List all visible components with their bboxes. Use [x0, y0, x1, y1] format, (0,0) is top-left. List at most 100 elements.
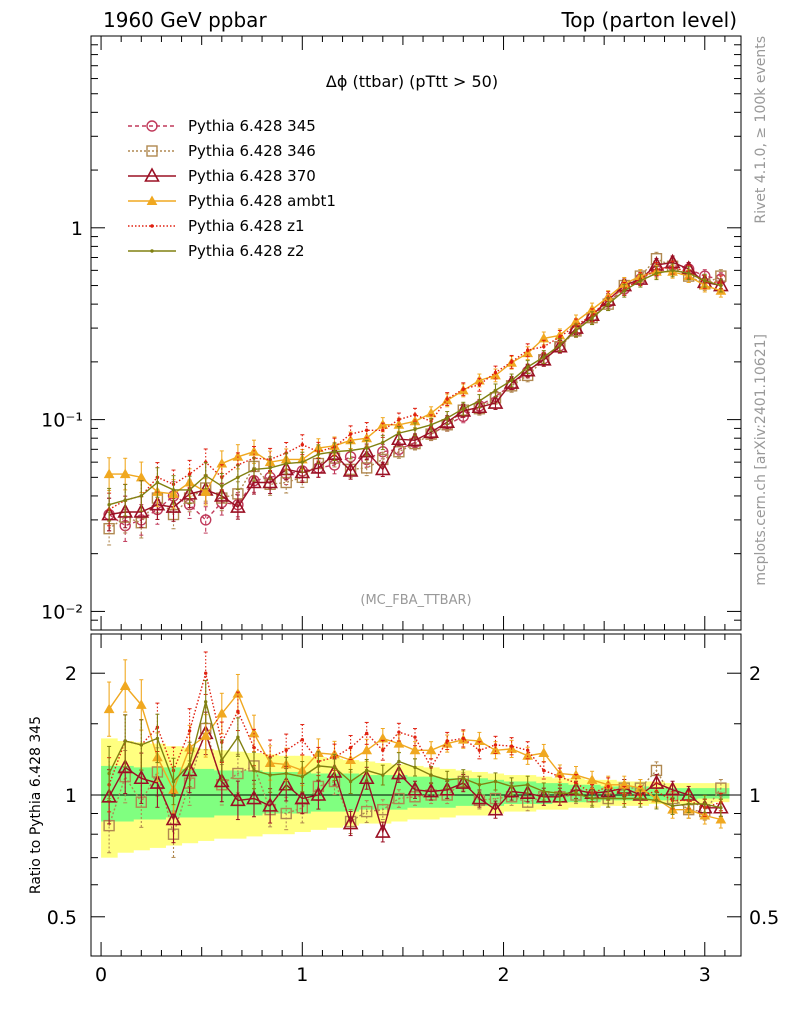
data-point: [364, 768, 369, 773]
data-point: [654, 271, 659, 275]
data-point: [542, 355, 546, 359]
legend-item-s346: Pythia 6.428 346: [128, 142, 316, 160]
data-point: [664, 781, 681, 796]
data-point: [686, 802, 691, 806]
legend-item-ambt1: Pythia 6.428 ambt1: [128, 192, 336, 210]
data-point: [232, 767, 244, 780]
data-point: [360, 462, 373, 474]
main-panel: 10⁻² 10⁻¹ 1 Δϕ (ttbar) (pTtt > 50) (MC_FBA…: [41, 35, 742, 631]
data-point: [294, 463, 311, 479]
data-point: [703, 278, 707, 283]
data-point: [139, 494, 144, 498]
legend-label: Pythia 6.428 345: [188, 117, 316, 135]
data-point: [648, 774, 665, 789]
data-point: [171, 488, 176, 492]
data-point: [103, 703, 115, 714]
data-point: [294, 789, 311, 805]
data-point: [119, 468, 131, 479]
data-point: [171, 779, 176, 784]
legend-label: Pythia 6.428 370: [188, 167, 316, 185]
data-point: [107, 771, 111, 776]
data-point: [558, 774, 562, 779]
data-point: [332, 450, 337, 454]
main-series: [101, 251, 729, 546]
data-point: [391, 430, 407, 446]
data-point: [284, 771, 288, 776]
data-point: [429, 773, 433, 777]
data-point: [558, 335, 562, 339]
data-point: [268, 773, 272, 777]
x-tick-label: 0: [95, 964, 107, 986]
data-point: [187, 762, 192, 767]
data-point: [348, 745, 353, 750]
data-point: [200, 486, 212, 496]
data-point: [606, 302, 610, 306]
data-point: [364, 428, 369, 432]
data-point: [230, 791, 246, 807]
x-tick-label: 3: [699, 964, 711, 986]
data-point: [187, 472, 192, 476]
data-point: [393, 792, 405, 805]
data-point: [236, 735, 240, 739]
data-point: [246, 789, 262, 805]
data-point: [622, 288, 626, 293]
data-point: [670, 268, 675, 273]
data-point: [574, 791, 578, 795]
data-point: [119, 680, 131, 690]
uncertainty-band-green: [197, 768, 215, 818]
data-point: [477, 783, 482, 787]
data-point: [606, 796, 610, 801]
data-point: [348, 779, 353, 784]
data-point: [155, 480, 160, 485]
data-point: [509, 378, 514, 383]
data-point: [280, 807, 292, 820]
data-point: [149, 774, 166, 789]
rivet-label: Rivet 4.1.0, ≥ 100k events: [753, 36, 769, 224]
data-point: [586, 774, 598, 784]
data-point: [429, 423, 433, 427]
legend-label: Pythia 6.428 z1: [188, 217, 305, 235]
data-point: [360, 805, 373, 818]
legend-marker: [146, 145, 158, 157]
data-point: [558, 791, 562, 795]
ratio-panel: 0.5 0.5 1 1 2 2 0 1 2 3 Ratio to Pythia 6.428 345: [28, 633, 779, 986]
data-point: [361, 744, 373, 755]
data-point: [101, 788, 117, 803]
data-point: [703, 802, 707, 806]
data-point: [300, 442, 305, 447]
mcplots-label: mcplots.cern.ch [arXiv:2401.10621]: [753, 334, 769, 586]
series-line-ambt1: [109, 271, 722, 495]
data-point: [423, 782, 439, 798]
data-point: [381, 773, 385, 777]
data-point: [300, 774, 305, 779]
main-frame: [90, 35, 742, 631]
data-point: [538, 747, 550, 758]
series-z2: [107, 263, 723, 522]
data-point: [268, 466, 272, 470]
data-point: [377, 732, 389, 743]
y-tick-label-right: 1: [749, 785, 761, 807]
legend-marker: [146, 120, 158, 132]
data-point: [310, 459, 327, 474]
data-point: [455, 774, 472, 789]
data-point: [187, 488, 192, 492]
data-point: [213, 772, 230, 788]
data-point: [509, 360, 514, 364]
data-point: [461, 776, 465, 780]
data-point: [342, 814, 359, 830]
data-point: [445, 739, 449, 743]
data-point: [216, 458, 228, 468]
data-point: [477, 383, 482, 387]
uncertainty-band-green: [696, 788, 714, 799]
data-point: [606, 784, 610, 789]
uncertainty-band-green: [374, 775, 392, 810]
data-point: [413, 735, 417, 739]
header-left: 1960 GeV ppbar: [103, 8, 267, 32]
data-point: [133, 769, 150, 785]
data-point: [503, 782, 520, 798]
y-tick-label: 1: [71, 218, 83, 240]
data-point: [117, 503, 134, 518]
x-tick-label: 1: [296, 964, 308, 986]
data-point: [139, 743, 144, 747]
